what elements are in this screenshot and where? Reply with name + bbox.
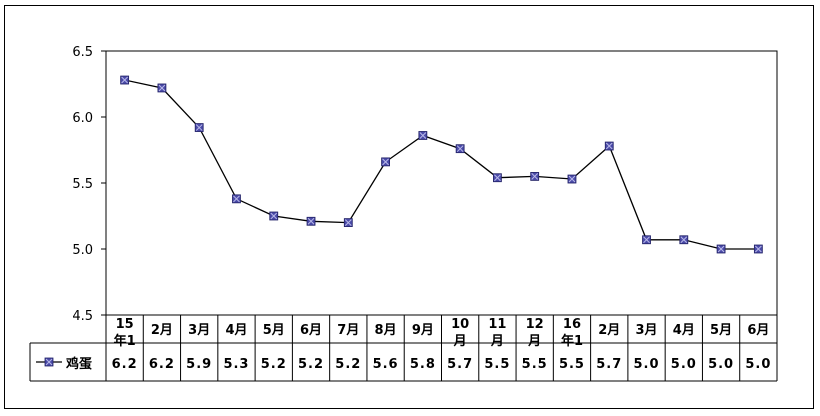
x-category-label: 2月 <box>598 323 620 338</box>
axes <box>29 50 778 382</box>
x-category-label: 10 月 <box>451 317 469 349</box>
data-point <box>232 194 241 204</box>
x-category-label: 4月 <box>225 323 247 338</box>
x-category-label: 5月 <box>263 323 285 338</box>
data-point <box>716 244 726 254</box>
data-point <box>194 123 204 132</box>
x-category-label: 3月 <box>188 323 210 338</box>
data-table-value: 5.0 <box>634 357 660 372</box>
data-table-value: 5.7 <box>447 357 473 372</box>
data-point <box>343 218 353 228</box>
data-table-value: 5.2 <box>298 357 324 372</box>
data-point <box>753 244 763 254</box>
plot-area-border <box>105 50 778 316</box>
x-category-label: 8月 <box>375 323 397 338</box>
data-table-value: 5.5 <box>522 357 548 372</box>
y-tick-label: 5.5 <box>72 177 93 192</box>
data-table-value: 5.8 <box>410 357 436 372</box>
y-tick-label: 4.5 <box>72 309 93 324</box>
data-point <box>418 131 428 140</box>
y-tick-label: 6.0 <box>72 111 93 126</box>
x-category-label: 6月 <box>300 323 322 338</box>
data-point <box>269 211 279 221</box>
x-category-label: 16 年1 <box>561 317 583 349</box>
y-axis-ticks: 4.5 5.0 5.5 6.0 6.5 <box>72 45 106 324</box>
x-category-label: 7月 <box>337 323 359 338</box>
data-point <box>381 157 390 167</box>
data-table-value: 5.2 <box>261 357 287 372</box>
data-point <box>493 173 502 183</box>
data-point <box>679 235 689 245</box>
data-table-value: 5.2 <box>335 357 361 372</box>
x-category-label: 12 月 <box>526 317 544 349</box>
series-markers <box>120 75 763 254</box>
data-table-value: 5.5 <box>484 357 510 372</box>
x-category-label: 4月 <box>673 323 695 338</box>
x-category-label: 6月 <box>747 323 769 338</box>
data-table-value: 5.0 <box>745 357 771 372</box>
data-point <box>455 144 465 154</box>
data-table-value: 5.0 <box>671 357 697 372</box>
x-category-label: 2月 <box>151 323 173 338</box>
data-table-value: 5.5 <box>559 357 585 372</box>
data-table-value: 5.6 <box>373 357 399 372</box>
x-category-label: 3月 <box>636 323 658 338</box>
data-table: 15 年1 6.2 2月 6.2 3月 5.9 4月 5.3 5月 5.2 6月 5.2 7月 5.2 8月 5… <box>112 317 771 372</box>
x-category-label: 15 年1 <box>114 317 136 349</box>
data-point <box>604 141 614 151</box>
y-tick-label: 6.5 <box>72 45 93 60</box>
data-point <box>157 83 167 93</box>
x-category-label: 9月 <box>412 323 434 338</box>
data-table-value: 6.2 <box>149 357 175 372</box>
data-point <box>530 171 540 181</box>
series-line-path <box>124 79 759 250</box>
chart-frame <box>4 5 814 409</box>
legend-label: 鸡蛋 <box>65 356 92 372</box>
legend: 鸡蛋 <box>36 356 92 372</box>
data-table-value: 5.7 <box>596 357 622 372</box>
data-point <box>567 174 577 184</box>
data-table-value: 5.9 <box>186 357 212 372</box>
x-category-label: 11 月 <box>488 317 506 349</box>
data-point <box>44 357 54 367</box>
data-table-value: 5.3 <box>223 357 249 372</box>
x-category-label: 5月 <box>710 323 732 338</box>
y-tick-label: 5.0 <box>72 243 93 258</box>
data-table-value: 5.0 <box>708 357 734 372</box>
data-point <box>120 75 130 85</box>
data-point <box>306 216 316 226</box>
series-line <box>124 79 759 250</box>
data-table-value: 6.2 <box>112 357 138 372</box>
data-point <box>642 235 651 245</box>
